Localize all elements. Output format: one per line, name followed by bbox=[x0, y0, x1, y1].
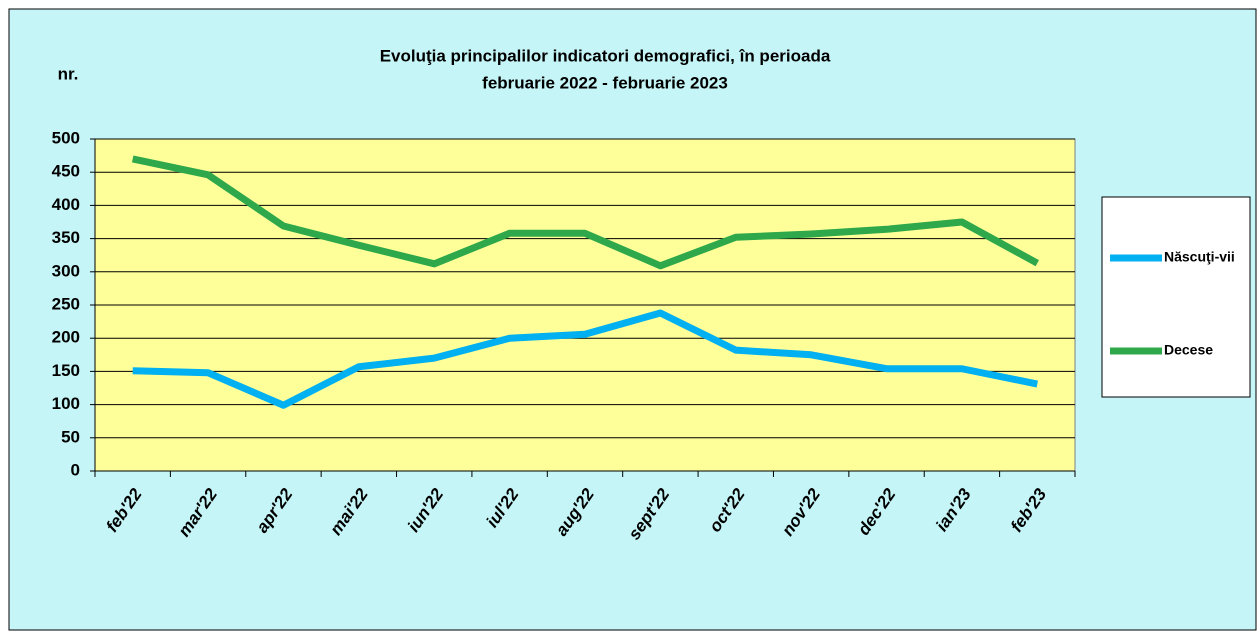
data-line bbox=[132, 309, 1039, 409]
y-tick-label: 200 bbox=[52, 328, 80, 347]
y-tick-label: 250 bbox=[52, 294, 80, 313]
y-tick-label: 100 bbox=[52, 394, 80, 413]
y-tick-label: 350 bbox=[52, 228, 80, 247]
legend-label: Decese bbox=[1164, 342, 1213, 358]
y-tick-label: 50 bbox=[61, 427, 80, 446]
y-tick-label: 450 bbox=[52, 162, 80, 181]
legend-label: Născuţi-vii bbox=[1164, 249, 1235, 265]
y-tick-label: 500 bbox=[52, 128, 80, 147]
chart-title: Evoluţia principalilor indicatori demogr… bbox=[380, 46, 831, 65]
data-line bbox=[131, 155, 1039, 270]
legend bbox=[1101, 196, 1251, 398]
y-tick-label: 0 bbox=[71, 460, 80, 479]
y-axis-label: nr. bbox=[58, 64, 79, 83]
y-tick-label: 400 bbox=[52, 195, 80, 214]
chart-title: februarie 2022 - februarie 2023 bbox=[482, 73, 728, 92]
y-tick-label: 150 bbox=[52, 361, 80, 380]
y-tick-label: 300 bbox=[52, 261, 80, 280]
